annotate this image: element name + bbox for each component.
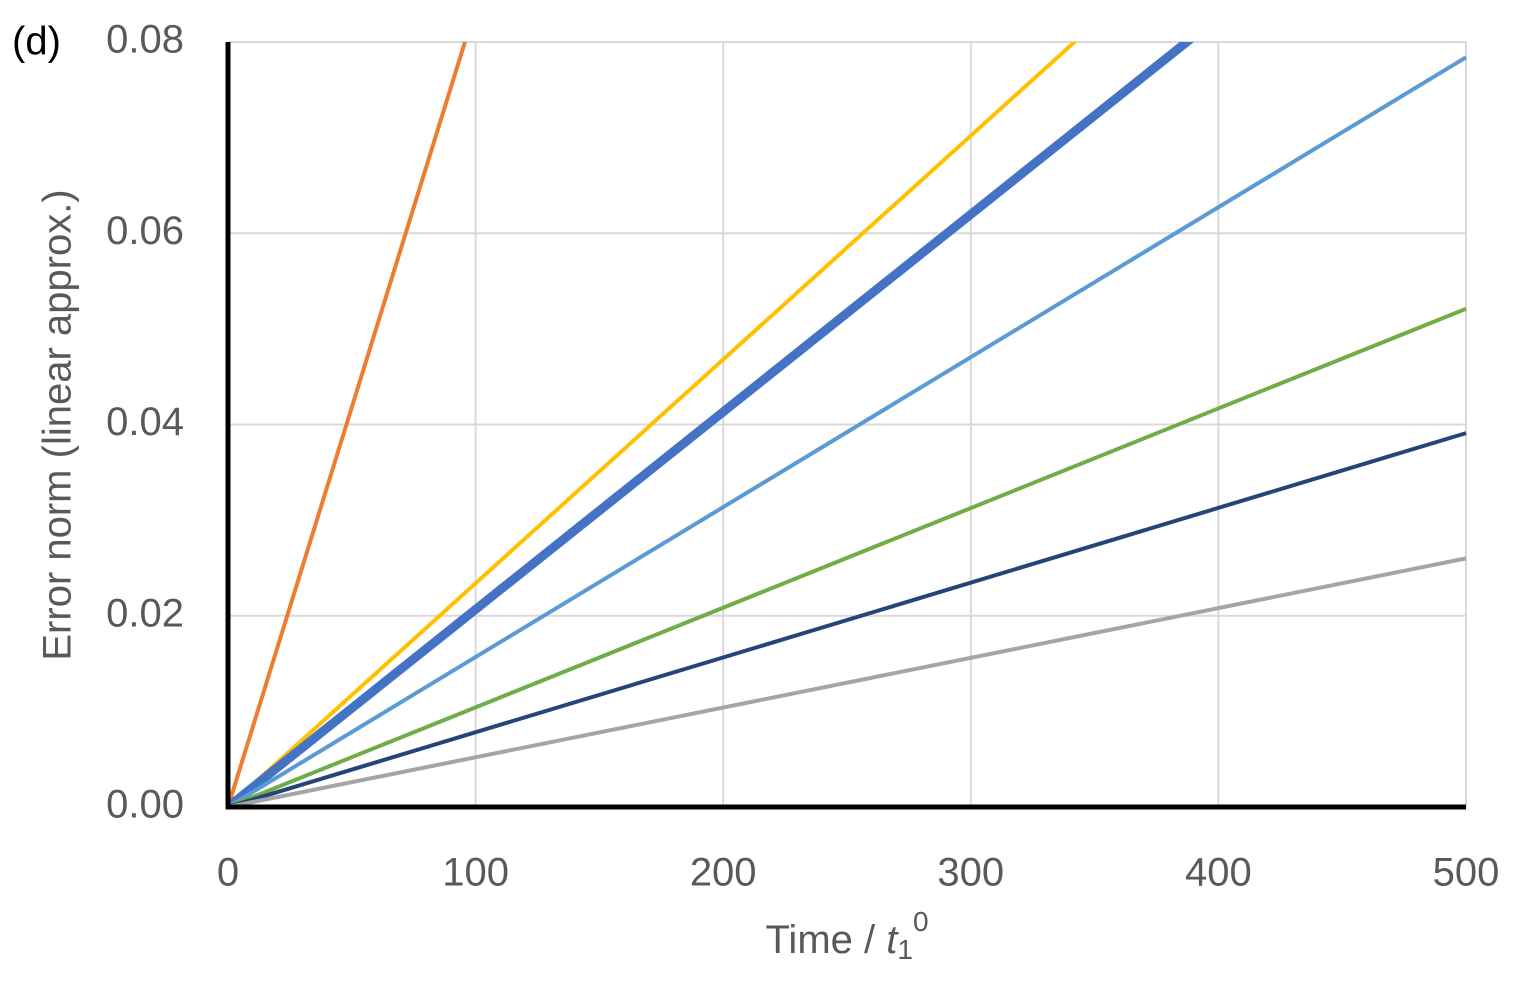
series-line — [228, 42, 468, 808]
x-tick-label: 400 — [1185, 851, 1252, 895]
x-tick-label: 100 — [442, 851, 509, 895]
series-line — [228, 431, 1467, 809]
x-label-text: Time / — [765, 918, 886, 962]
series-line — [228, 306, 1467, 809]
y-tick-label: 0.06 — [106, 209, 184, 253]
x-label-sub: 1 — [897, 934, 913, 965]
x-label-var: t — [886, 918, 899, 962]
x-tick-label: 500 — [1433, 851, 1500, 895]
series-line — [228, 55, 1468, 809]
series-line — [228, 556, 1467, 809]
y-tick-label: 0.04 — [106, 400, 184, 444]
x-tick-label: 0 — [217, 851, 239, 895]
plot-lines — [228, 42, 1468, 809]
x-label-sup: 0 — [913, 906, 929, 937]
series-line — [228, 42, 1078, 809]
x-tick-label: 200 — [690, 851, 757, 895]
series-line — [228, 42, 1194, 809]
x-tick-label: 300 — [937, 851, 1004, 895]
y-tick-label: 0.02 — [106, 591, 184, 635]
y-axis-label: Error norm (linear approx.) — [36, 189, 80, 660]
y-tick-label: 0.08 — [106, 18, 184, 62]
x-axis-label: Time / t10 — [765, 906, 928, 965]
y-tick-label: 0.00 — [106, 783, 184, 827]
panel-label: (d) — [12, 20, 61, 64]
